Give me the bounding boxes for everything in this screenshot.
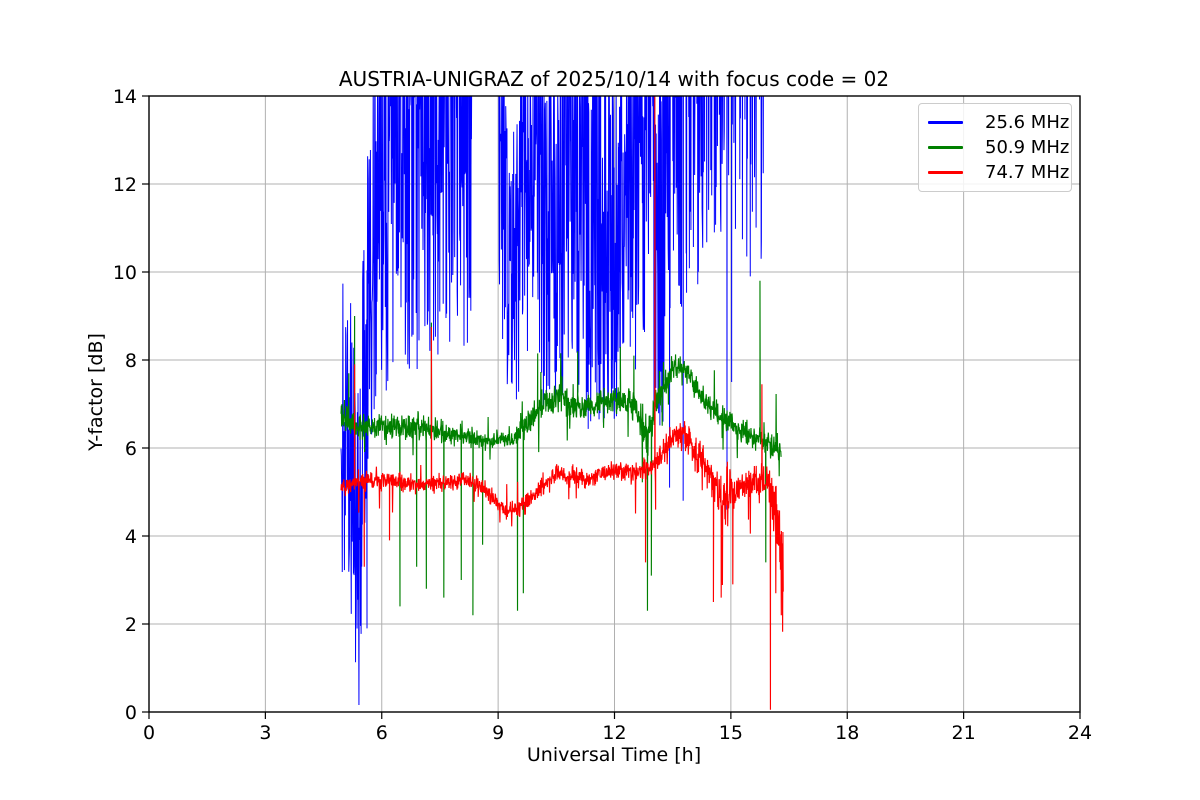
x-tick-label: 15	[719, 722, 743, 744]
x-tick-label: 18	[835, 722, 859, 744]
tick-marks	[142, 95, 1081, 719]
y-axis-label: Y-factor [dB]	[85, 333, 107, 451]
series-line	[340, 96, 764, 706]
legend-line-swatch-red	[928, 171, 963, 174]
legend-item: 50.9 MHz	[919, 135, 1071, 160]
x-axis-label: Universal Time [h]	[526, 744, 702, 766]
series-line	[340, 96, 784, 710]
legend-label: 74.7 MHz	[985, 162, 1070, 183]
series-line	[340, 280, 782, 616]
x-tick-label: 9	[492, 722, 504, 744]
x-tick-label: 6	[376, 722, 388, 744]
y-tick-label: 2	[125, 614, 137, 636]
legend-item: 74.7 MHz	[919, 160, 1071, 185]
legend-label: 25.6 MHz	[985, 112, 1070, 133]
x-tick-label: 3	[259, 722, 271, 744]
y-tick-label: 4	[125, 526, 137, 548]
legend-line-swatch-blue	[928, 121, 963, 124]
x-tick-label: 0	[143, 722, 155, 744]
y-tick-label: 8	[125, 350, 137, 372]
legend: 25.6 MHz 50.9 MHz 74.7 MHz	[918, 103, 1072, 192]
legend-item: 25.6 MHz	[919, 110, 1071, 135]
y-tick-label: 0	[125, 702, 137, 724]
x-tick-label: 24	[1068, 722, 1092, 744]
legend-label: 50.9 MHz	[985, 137, 1070, 158]
legend-line-swatch-green	[928, 146, 963, 149]
chart-title: AUSTRIA-UNIGRAZ of 2025/10/14 with focus…	[338, 67, 890, 91]
x-tick-label: 21	[952, 722, 976, 744]
y-tick-label: 10	[113, 262, 137, 284]
x-tick-label: 12	[602, 722, 626, 744]
y-tick-label: 6	[125, 438, 137, 460]
y-tick-label: 14	[113, 86, 137, 108]
y-tick-label: 12	[113, 174, 137, 196]
